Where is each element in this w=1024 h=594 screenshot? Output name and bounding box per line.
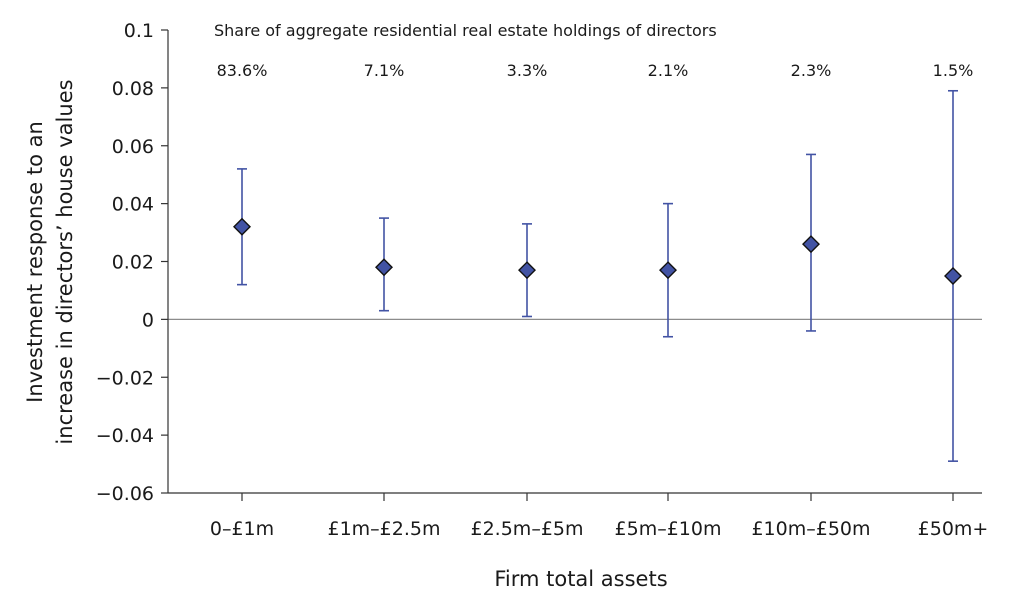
y-tick-label: 0.1 [124,20,154,42]
x-tick-label: £1m–£2.5m [328,518,441,540]
data-point-marker [375,258,393,277]
plot-area: 0.1 0.08 0.06 0.04 0.02 0 −0.02 −0.04 −0.06 0–£1m… [96,20,989,540]
x-tick-label: 0–£1m [210,518,274,540]
share-label: 7.1% [364,61,405,80]
data-point-marker [233,217,251,236]
y-tick-label: 0.08 [112,78,154,100]
y-tick-label: −0.06 [96,483,154,505]
y-tick-label: −0.02 [96,367,154,389]
share-label: 3.3% [507,61,548,80]
y-tick-label: 0.06 [112,136,154,158]
data-point-marker [802,235,820,254]
share-label: 2.3% [791,61,832,80]
share-label: 83.6% [217,61,268,80]
share-label: 2.1% [648,61,689,80]
y-axis-title-line1: Investment response to an [23,121,47,403]
y-tick-label: 0 [142,309,154,331]
x-tick-label: £50m+ [918,518,989,540]
x-tick-label: £2.5m–£5m [471,518,584,540]
data-point-marker [944,266,962,285]
y-tick-label: 0.02 [112,252,154,274]
y-axis-title-line2: increase in directors’ house values [53,79,77,444]
x-axis-title: Firm total assets [494,567,667,591]
x-tick-label: £10m–£50m [751,518,870,540]
share-header: Share of aggregate residential real esta… [214,21,717,40]
share-label: 1.5% [933,61,974,80]
y-tick-label: 0.04 [112,194,154,216]
y-tick-label: −0.04 [96,425,154,447]
data-point-marker [659,261,677,280]
data-point-marker [518,261,536,280]
x-tick-label: £5m–£10m [615,518,722,540]
